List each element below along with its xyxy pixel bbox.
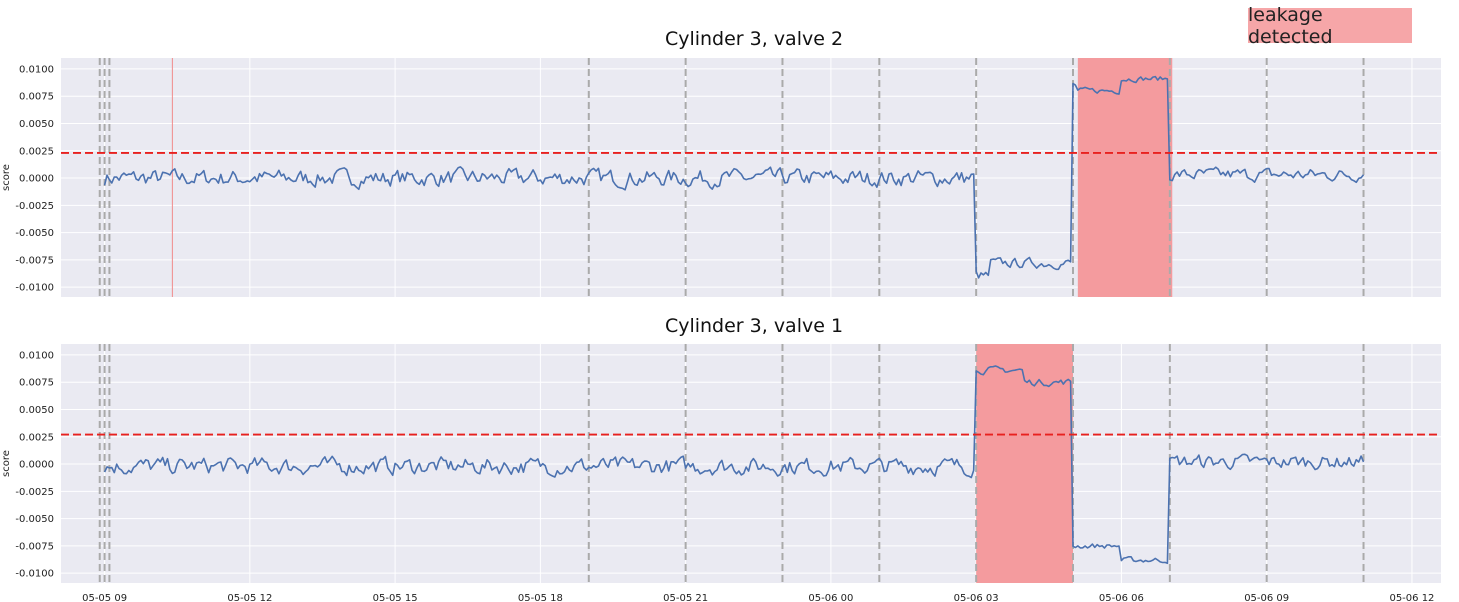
y-tick-label: 0.0000 — [19, 460, 54, 471]
y-tick-label: 0.0075 — [19, 92, 54, 103]
y-tick-label: -0.0075 — [15, 255, 54, 266]
x-tick-label: 05-06 03 — [954, 593, 999, 602]
x-tick-label: 05-05 21 — [663, 593, 708, 602]
panel-title: Cylinder 3, valve 2 — [665, 28, 843, 50]
x-tick-label: 05-06 06 — [1099, 593, 1144, 602]
y-tick-label: 0.0100 — [19, 350, 54, 361]
x-tick-label: 05-06 09 — [1244, 593, 1289, 602]
legend-label: leakage detected — [1248, 3, 1333, 48]
y-tick-label: 0.0050 — [19, 405, 54, 416]
legend-box: leakage detected — [1248, 4, 1412, 48]
x-tick-label: 05-06 12 — [1389, 593, 1434, 602]
y-tick-label: -0.0025 — [15, 487, 54, 498]
y-axis-label: score — [1, 450, 12, 477]
leak-span — [1077, 58, 1173, 297]
x-tick-label: 05-05 15 — [373, 593, 418, 602]
y-tick-label: -0.0100 — [15, 569, 54, 580]
x-tick-label: 05-05 09 — [82, 593, 127, 602]
score-series-line — [103, 365, 1365, 565]
y-tick-label: -0.0100 — [15, 283, 54, 294]
score-series-line — [103, 75, 1365, 279]
x-tick-label: 05-05 12 — [227, 593, 272, 602]
y-tick-label: 0.0100 — [19, 64, 54, 75]
y-tick-label: 0.0000 — [19, 174, 54, 185]
y-tick-label: 0.0050 — [19, 119, 54, 130]
y-tick-label: -0.0025 — [15, 201, 54, 212]
leak-span — [976, 344, 1073, 583]
plot-background — [61, 58, 1441, 297]
chart-panel: 0.0100 0.0075 0.0050 0.0025 0.0000 -0.0025 -0.… — [1, 315, 1441, 602]
y-tick-label: -0.0050 — [15, 514, 54, 525]
y-tick-label: 0.0025 — [19, 432, 54, 443]
x-tick-label: 05-05 18 — [518, 593, 563, 602]
panel-title: Cylinder 3, valve 1 — [665, 315, 843, 337]
chart-panel: 0.0100 0.0075 0.0050 0.0025 0.0000 -0.0025 -0.… — [1, 28, 1441, 297]
y-tick-label: -0.0075 — [15, 541, 54, 552]
x-tick-label: 05-06 00 — [808, 593, 853, 602]
y-tick-label: -0.0050 — [15, 228, 54, 239]
y-tick-label: 0.0075 — [19, 378, 54, 389]
y-tick-label: 0.0025 — [19, 146, 54, 157]
y-axis-label: score — [1, 164, 12, 191]
